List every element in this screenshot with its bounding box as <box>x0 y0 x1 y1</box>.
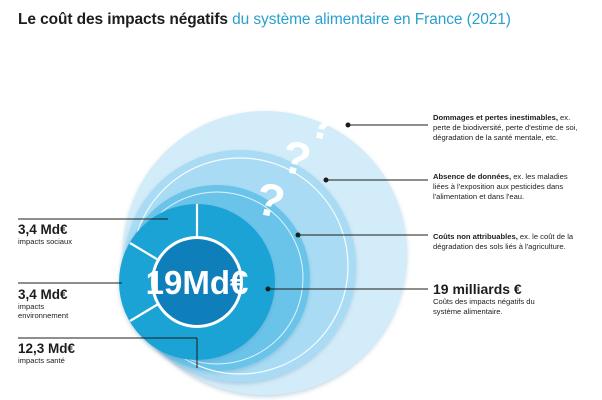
label-desc: impacts environnement <box>18 302 69 320</box>
donut-segment-divider <box>129 302 161 322</box>
annotation-bold: Coûts non attribuables, <box>433 232 518 241</box>
annotation-text: ex. le coût de la dégradation des sols l… <box>433 232 574 251</box>
total-text: Coûts des impacts négatifs du système al… <box>433 297 535 316</box>
annotation-dommages: Dommages et pertes inestimables, ex. per… <box>433 113 583 143</box>
label-value: 12,3 Md€ <box>18 341 76 356</box>
label-value: 3,4 Md€ <box>18 222 68 237</box>
annotation-text: ex. les maladies liées à l'exposition au… <box>433 172 568 201</box>
chart-title: Le coût des impacts négatifs du système … <box>18 11 511 29</box>
label-desc: impacts sociaux <box>18 237 73 246</box>
total-title: 19 milliards € <box>433 281 522 297</box>
label-impacts-sante: 12,3 Md€ impacts santé <box>18 341 98 365</box>
annotation-text: ex. perte de biodiversité, perte d'estim… <box>433 113 578 142</box>
title-bold: Le coût des impacts négatifs <box>18 11 228 28</box>
annotation-absence-donnees: Absence de données, ex. les maladies lié… <box>433 172 581 202</box>
title-accent: du système alimentaire en France (2021) <box>227 11 511 28</box>
center-value: 19Md€ <box>146 264 249 301</box>
annotation-bold: Absence de données, <box>433 172 512 181</box>
donut-segment-divider <box>129 242 161 262</box>
annotation-bold: Dommages et pertes inestimables, <box>433 113 558 122</box>
label-value: 3,4 Md€ <box>18 287 68 302</box>
donut-center <box>154 239 240 325</box>
annotation-total: 19 milliards € Coûts des impacts négatifs… <box>433 281 563 317</box>
label-desc: impacts santé <box>18 356 65 365</box>
annotation-non-attribuables: Coûts non attribuables, ex. le coût de l… <box>433 232 578 252</box>
label-impacts-sociaux: 3,4 Md€ impacts sociaux <box>18 222 98 246</box>
label-impacts-environnement: 3,4 Md€ impacts environnement <box>18 287 78 320</box>
